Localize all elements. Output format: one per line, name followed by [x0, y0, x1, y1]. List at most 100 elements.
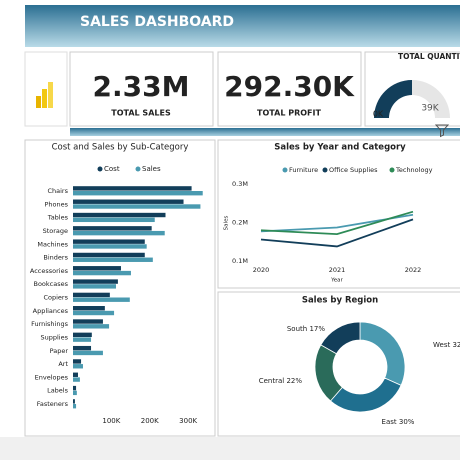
y-tick-label: Copiers	[43, 294, 68, 302]
gauge-value-label: 39K	[421, 104, 439, 114]
bar	[73, 390, 77, 396]
bar	[73, 297, 130, 302]
gauge-min-label: 0K	[373, 110, 384, 119]
segment-value: 22%	[286, 377, 302, 385]
kpi-label: TOTAL SALES	[111, 109, 171, 118]
header-band	[25, 5, 460, 47]
kpi-card	[69, 51, 214, 127]
legend-label: Sales	[142, 165, 161, 173]
chart-title: Cost and Sales by Sub-Category	[52, 143, 189, 153]
bar	[73, 266, 121, 271]
bar	[73, 350, 103, 356]
y-tick-label: Envelopes	[35, 373, 69, 381]
bar	[73, 385, 77, 391]
kpi-card	[217, 51, 362, 127]
y-tick-label: Bookcases	[33, 280, 68, 288]
bar	[73, 306, 105, 311]
segment-value: 32%	[452, 341, 460, 349]
bar	[73, 230, 165, 236]
segment-label: West 32%	[433, 341, 460, 349]
footer-bg	[0, 437, 460, 460]
x-tick-label: 200K	[141, 417, 159, 425]
bar	[73, 226, 152, 231]
y-tick-label: Machines	[37, 240, 68, 248]
bar	[73, 332, 92, 338]
y-tick-label: Tables	[47, 214, 69, 222]
bar	[73, 257, 153, 262]
bar	[73, 345, 92, 351]
x-tick-label: 2021	[329, 266, 346, 274]
bar	[73, 359, 82, 364]
y-tick-label: Accessories	[30, 267, 69, 275]
y-tick-label: Chairs	[47, 187, 68, 195]
y-tick-label: Supplies	[41, 333, 69, 341]
kpi-value: 292.30K	[224, 70, 355, 103]
bar	[73, 404, 77, 409]
x-tick-label: 2022	[405, 266, 422, 274]
logo	[36, 82, 53, 108]
bar	[73, 217, 155, 223]
bar	[73, 204, 201, 209]
bar	[73, 252, 145, 258]
divider-bar	[70, 128, 460, 136]
segment-label: East 30%	[382, 418, 415, 426]
legend-label: Office Supplies	[329, 166, 378, 174]
y-tick-label: Fasteners	[37, 400, 69, 408]
filter-icon[interactable]	[434, 124, 450, 138]
x-tick-label: 300K	[179, 417, 197, 425]
y-axis-label: Sales	[224, 216, 230, 231]
kpi-value: 2.33M	[93, 70, 190, 103]
legend-label: Cost	[104, 165, 120, 173]
x-axis-label: Year	[330, 278, 343, 284]
legend-marker	[135, 166, 141, 172]
segment-label: South 17%	[287, 325, 325, 333]
gauge-fill	[374, 80, 412, 118]
chart-title: Sales by Year and Category	[274, 143, 406, 153]
legend-label: Technology	[395, 166, 433, 174]
bar	[73, 244, 147, 249]
bar	[73, 377, 80, 382]
x-tick-label: 100K	[102, 417, 120, 425]
y-tick-label: Binders	[43, 254, 68, 262]
donut-segment	[320, 321, 361, 355]
bar	[73, 292, 110, 298]
chart-card	[217, 139, 460, 289]
legend-marker	[322, 167, 328, 173]
legend-marker	[282, 167, 288, 173]
bar	[73, 337, 92, 342]
y-tick-label: 0.1M	[232, 257, 248, 265]
y-tick-label: Storage	[43, 227, 68, 235]
y-tick-label: Appliances	[33, 307, 69, 315]
x-tick-label: 2020	[253, 266, 270, 274]
bar	[73, 372, 78, 377]
kpi-label: TOTAL PROFIT	[257, 109, 321, 118]
bar	[73, 191, 203, 196]
chart-title: Sales by Region	[302, 296, 378, 306]
gauge-title: TOTAL QUANTITY	[398, 52, 460, 61]
bar	[73, 284, 116, 289]
y-tick-label: 0.3M	[232, 180, 248, 188]
segment-value: 30%	[399, 418, 415, 426]
segment-category: South	[287, 325, 307, 333]
legend-label: Furniture	[289, 166, 318, 174]
y-tick-label: Labels	[47, 387, 69, 395]
segment-category: Central	[259, 377, 285, 385]
chart-card	[217, 291, 460, 437]
bar	[73, 310, 115, 316]
y-tick-label: Art	[58, 360, 68, 368]
bar	[73, 319, 103, 324]
bar	[73, 270, 131, 276]
segment-label: Central 22%	[259, 377, 303, 385]
segment-category: East	[382, 418, 397, 426]
bar	[73, 399, 75, 404]
segment-value: 17%	[309, 325, 325, 333]
legend-marker	[97, 166, 103, 172]
bar	[73, 199, 184, 204]
bar	[73, 186, 192, 191]
bar	[73, 212, 166, 218]
y-tick-label: Phones	[44, 200, 68, 208]
segment-category: West	[433, 341, 450, 349]
y-tick-label: 0.2M	[232, 219, 248, 227]
bar	[73, 324, 110, 329]
